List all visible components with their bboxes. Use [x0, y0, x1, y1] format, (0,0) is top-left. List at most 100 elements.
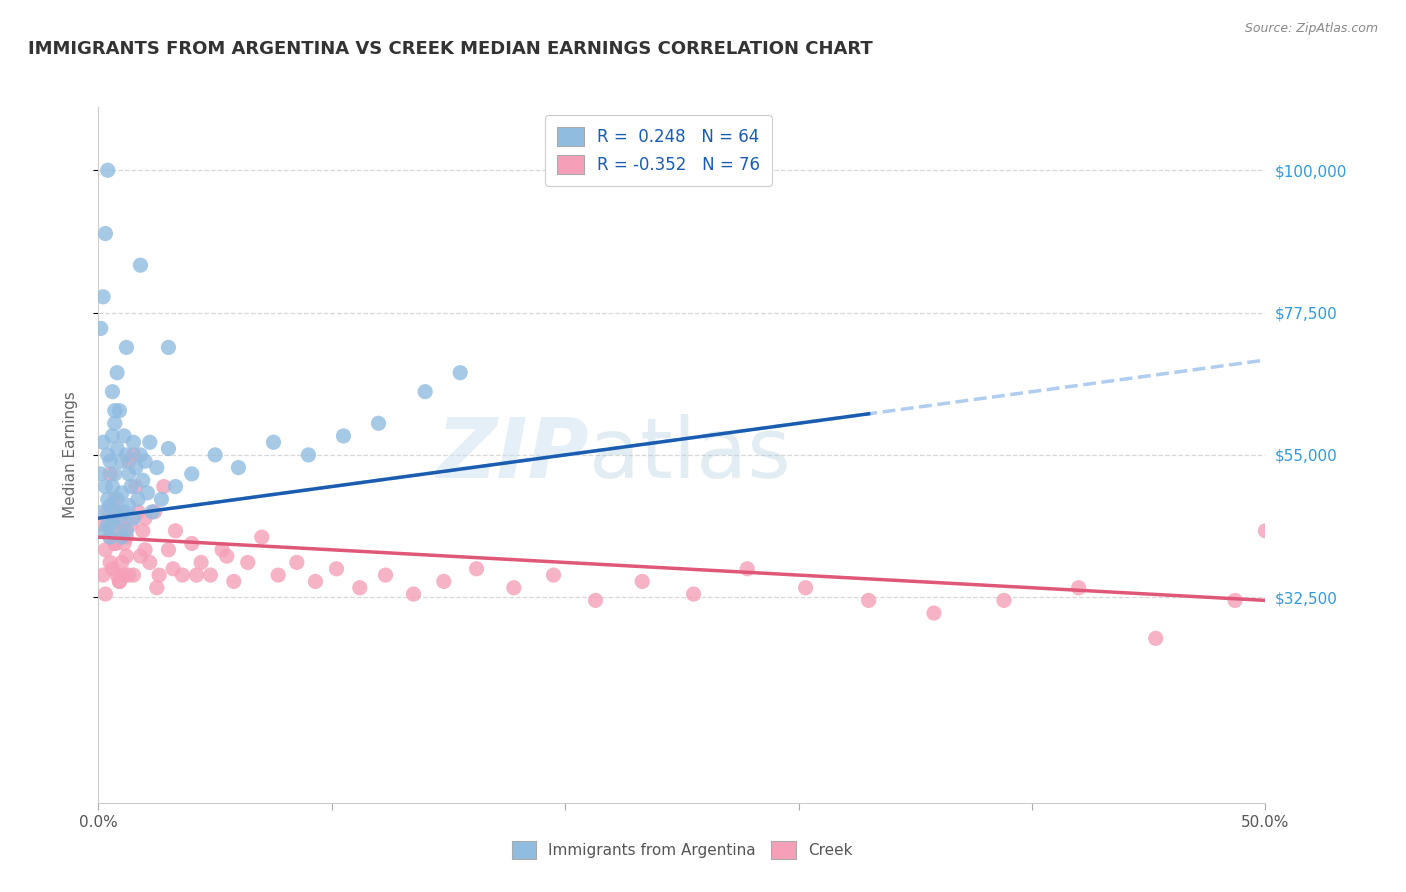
Point	[101, 429, 124, 443]
Point	[94, 479, 117, 493]
Point	[108, 574, 131, 589]
Point	[108, 574, 131, 589]
Point	[146, 460, 169, 475]
Point	[111, 486, 134, 500]
Point	[101, 479, 124, 493]
Point	[267, 568, 290, 582]
Point	[105, 442, 128, 456]
Point	[97, 505, 120, 519]
Point	[631, 574, 654, 589]
Point	[98, 467, 121, 481]
Point	[211, 542, 233, 557]
Point	[186, 568, 208, 582]
Point	[127, 492, 149, 507]
Point	[98, 499, 121, 513]
Point	[98, 530, 121, 544]
Point	[402, 587, 425, 601]
Point	[304, 574, 326, 589]
Point	[250, 530, 273, 544]
Point	[129, 448, 152, 462]
Point	[152, 479, 174, 493]
Point	[236, 556, 259, 570]
Point	[172, 568, 194, 582]
Point	[101, 511, 124, 525]
Point	[97, 448, 120, 462]
Point	[98, 556, 121, 570]
Point	[141, 505, 163, 519]
Point	[162, 562, 184, 576]
Point	[134, 542, 156, 557]
Point	[682, 587, 704, 601]
Point	[122, 568, 145, 582]
Point	[105, 366, 128, 380]
Point	[449, 366, 471, 380]
Point	[1067, 581, 1090, 595]
Point	[97, 492, 120, 507]
Point	[98, 530, 121, 544]
Point	[794, 581, 817, 595]
Point	[112, 536, 135, 550]
Point	[433, 574, 456, 589]
Point	[90, 467, 112, 481]
Point	[413, 384, 436, 399]
Point	[105, 492, 128, 507]
Point	[118, 499, 141, 513]
Point	[118, 467, 141, 481]
Point	[120, 517, 142, 532]
Point	[115, 530, 138, 544]
Point	[91, 517, 114, 532]
Point	[180, 467, 202, 481]
Point	[125, 479, 148, 493]
Point	[1223, 593, 1246, 607]
Point	[111, 454, 134, 468]
Point	[332, 429, 354, 443]
Point	[104, 536, 127, 550]
Point	[105, 568, 128, 582]
Y-axis label: Median Earnings: Median Earnings	[63, 392, 77, 518]
Point	[115, 340, 138, 354]
Point	[94, 227, 117, 241]
Point	[150, 492, 173, 507]
Text: atlas: atlas	[589, 415, 790, 495]
Point	[104, 492, 127, 507]
Point	[132, 524, 155, 538]
Point	[157, 340, 180, 354]
Point	[148, 568, 170, 582]
Point	[222, 574, 245, 589]
Text: IMMIGRANTS FROM ARGENTINA VS CREEK MEDIAN EARNINGS CORRELATION CHART: IMMIGRANTS FROM ARGENTINA VS CREEK MEDIA…	[28, 40, 873, 58]
Point	[111, 530, 134, 544]
Point	[139, 435, 162, 450]
Text: Source: ZipAtlas.com: Source: ZipAtlas.com	[1244, 22, 1378, 36]
Point	[112, 568, 135, 582]
Point	[127, 505, 149, 519]
Point	[97, 517, 120, 532]
Point	[91, 505, 114, 519]
Point	[104, 403, 127, 417]
Point	[101, 562, 124, 576]
Point	[104, 417, 127, 431]
Point	[1144, 632, 1167, 646]
Point	[215, 549, 238, 563]
Point	[585, 593, 607, 607]
Point	[122, 435, 145, 450]
Point	[134, 511, 156, 525]
Point	[502, 581, 524, 595]
Point	[112, 505, 135, 519]
Point	[115, 524, 138, 538]
Point	[104, 505, 127, 519]
Point	[285, 556, 308, 570]
Point	[139, 556, 162, 570]
Point	[204, 448, 226, 462]
Point	[134, 454, 156, 468]
Point	[125, 460, 148, 475]
Point	[143, 505, 166, 519]
Point	[105, 505, 128, 519]
Point	[108, 511, 131, 525]
Point	[120, 479, 142, 493]
Point	[115, 448, 138, 462]
Point	[262, 435, 284, 450]
Point	[157, 542, 180, 557]
Point	[146, 581, 169, 595]
Point	[91, 568, 114, 582]
Point	[122, 448, 145, 462]
